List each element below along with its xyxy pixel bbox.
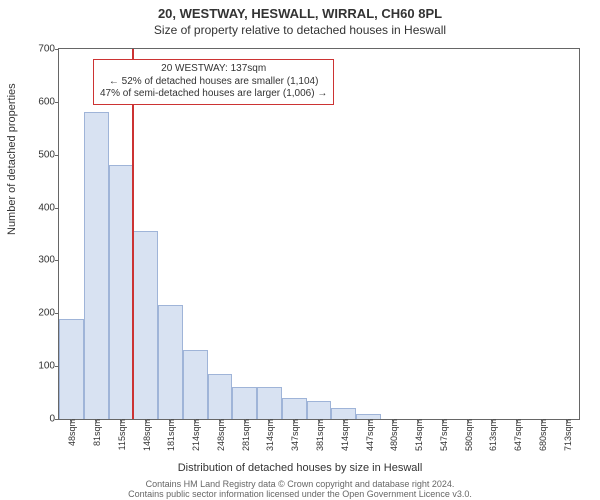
histogram-bar: [208, 374, 233, 419]
y-tick-mark: [55, 419, 59, 420]
x-tick-label: 580sqm: [464, 419, 474, 451]
annotation-line1: 20 WESTWAY: 137sqm: [100, 63, 327, 76]
attribution-line2: Contains public sector information licen…: [0, 490, 600, 500]
histogram-bar: [109, 165, 134, 419]
x-tick-mark: [344, 419, 345, 423]
x-tick-mark: [517, 419, 518, 423]
annotation-line2: ← 52% of detached houses are smaller (1,…: [100, 76, 327, 89]
histogram-bar: [257, 387, 282, 419]
annotation-line3: 47% of semi-detached houses are larger (…: [100, 88, 327, 101]
x-tick-label: 281sqm: [241, 419, 251, 451]
histogram-bar: [307, 401, 332, 420]
x-tick-label: 81sqm: [92, 419, 102, 446]
x-tick-mark: [468, 419, 469, 423]
x-tick-mark: [71, 419, 72, 423]
y-tick-mark: [55, 49, 59, 50]
x-tick-mark: [542, 419, 543, 423]
x-tick-mark: [567, 419, 568, 423]
x-tick-mark: [195, 419, 196, 423]
histogram-bar: [133, 231, 158, 419]
attribution: Contains HM Land Registry data © Crown c…: [0, 480, 600, 500]
x-tick-label: 447sqm: [365, 419, 375, 451]
x-tick-mark: [443, 419, 444, 423]
x-axis-label: Distribution of detached houses by size …: [0, 462, 600, 474]
histogram-bar: [282, 398, 307, 419]
x-tick-label: 248sqm: [216, 419, 226, 451]
y-tick-mark: [55, 260, 59, 261]
x-tick-label: 414sqm: [340, 419, 350, 451]
x-tick-label: 148sqm: [142, 419, 152, 451]
histogram-bar: [59, 319, 84, 419]
y-axis-label: Number of detached properties: [6, 83, 18, 235]
x-tick-mark: [146, 419, 147, 423]
y-tick-mark: [55, 313, 59, 314]
x-tick-label: 48sqm: [67, 419, 77, 446]
x-tick-mark: [170, 419, 171, 423]
chart-title-line2: Size of property relative to detached ho…: [0, 21, 600, 37]
x-tick-label: 115sqm: [117, 419, 127, 450]
chart-title-line1: 20, WESTWAY, HESWALL, WIRRAL, CH60 8PL: [0, 0, 600, 21]
x-tick-label: 514sqm: [414, 419, 424, 451]
x-tick-mark: [393, 419, 394, 423]
x-tick-label: 314sqm: [265, 419, 275, 451]
x-tick-label: 547sqm: [439, 419, 449, 451]
y-tick-mark: [55, 208, 59, 209]
x-tick-label: 381sqm: [315, 419, 325, 451]
property-marker-line: [132, 49, 134, 419]
x-tick-mark: [121, 419, 122, 423]
x-tick-label: 480sqm: [389, 419, 399, 451]
x-tick-mark: [319, 419, 320, 423]
x-tick-mark: [96, 419, 97, 423]
histogram-bar: [84, 112, 109, 419]
histogram-bar: [331, 408, 356, 419]
x-tick-mark: [418, 419, 419, 423]
x-tick-label: 181sqm: [166, 419, 176, 451]
x-tick-label: 613sqm: [488, 419, 498, 451]
histogram-bar: [158, 305, 183, 419]
x-tick-mark: [369, 419, 370, 423]
x-tick-mark: [294, 419, 295, 423]
y-tick-mark: [55, 102, 59, 103]
y-tick-mark: [55, 155, 59, 156]
x-tick-label: 214sqm: [191, 419, 201, 451]
x-tick-mark: [492, 419, 493, 423]
x-tick-label: 680sqm: [538, 419, 548, 451]
x-tick-mark: [245, 419, 246, 423]
x-tick-mark: [269, 419, 270, 423]
x-tick-mark: [220, 419, 221, 423]
plot-area: 010020030040050060070048sqm81sqm115sqm14…: [58, 48, 580, 420]
x-tick-label: 713sqm: [563, 419, 573, 451]
x-tick-label: 647sqm: [513, 419, 523, 451]
annotation-box: 20 WESTWAY: 137sqm ← 52% of detached hou…: [93, 59, 334, 105]
histogram-bar: [232, 387, 257, 419]
histogram-bar: [183, 350, 208, 419]
x-tick-label: 347sqm: [290, 419, 300, 451]
